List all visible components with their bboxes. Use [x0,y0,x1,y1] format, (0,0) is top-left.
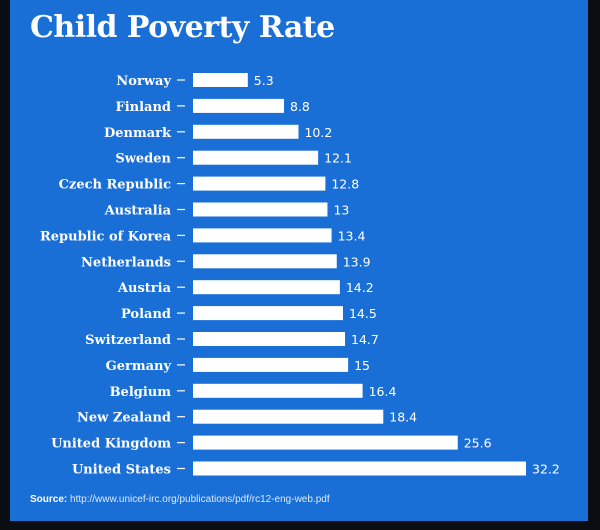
category-label: Republic of Korea [40,229,172,244]
bar [193,383,363,398]
value-label: 14.2 [346,280,374,295]
value-label: 13.9 [343,254,371,269]
category-label: Norway [116,74,171,89]
value-label: 32.2 [532,462,560,477]
source-label: Source: [30,494,68,505]
category-label: Belgium [110,385,172,400]
source-note: Source: http://www.unicef-irc.org/public… [30,494,330,505]
bar [193,73,248,87]
category-label: United States [72,463,171,478]
bar [193,461,526,476]
value-label: 12.1 [324,151,352,166]
bar [193,124,299,139]
value-label: 14.5 [349,306,377,321]
value-label: 16.4 [369,384,397,399]
category-label: New Zealand [77,411,171,426]
bar [193,409,384,424]
bar [193,202,328,217]
value-label: 13 [333,203,349,218]
bar [193,98,285,113]
category-label: Sweden [115,152,171,167]
category-label: Netherlands [81,255,171,270]
bar [193,357,349,372]
bar [193,280,340,295]
value-label: 13.4 [338,228,366,243]
value-label: 12.8 [331,177,359,192]
category-label: United Kingdom [51,437,171,452]
value-label: 10.2 [304,125,332,140]
bar [193,306,343,321]
bar [193,435,458,450]
value-label: 25.6 [464,436,492,451]
category-label: Denmark [104,126,172,141]
category-label: Germany [106,359,172,374]
bar [193,254,337,269]
bar-chart: Norway 5.3 Finland 8.8 Denmark 10.2 Sweden 12.1… [40,73,560,478]
category-label: Finland [115,100,171,115]
value-label: 14.7 [351,332,379,347]
chart-title: Child Poverty Rate [30,10,335,45]
category-label: Czech Republic [59,178,171,193]
value-label: 18.4 [389,410,417,425]
value-label: 15 [354,358,370,373]
value-label: 8.8 [290,99,310,114]
chart-panel: Child Poverty Rate Norway 5.3 Finland 8.8 De… [10,0,588,521]
bar [193,332,346,346]
bar [193,228,332,243]
bar [193,150,319,165]
category-label: Austria [117,281,172,296]
source-url[interactable]: http://www.unicef-irc.org/publications/p… [70,494,330,505]
bar [193,176,326,191]
value-label: 5.3 [254,73,274,88]
category-label: Poland [121,307,171,322]
category-label: Switzerland [85,333,171,348]
category-label: Australia [104,204,172,219]
